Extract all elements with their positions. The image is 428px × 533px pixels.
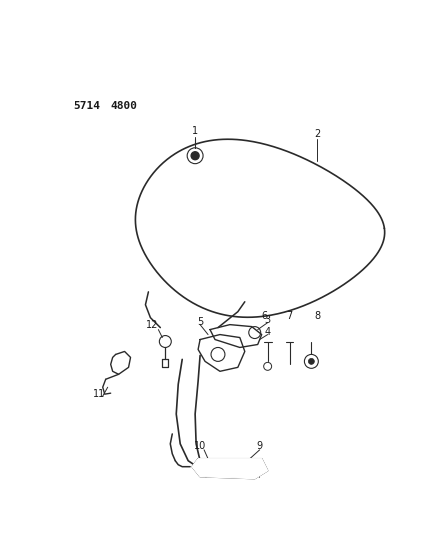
Text: 11: 11 [92,389,105,399]
Circle shape [309,358,314,365]
Text: 4800: 4800 [111,101,138,111]
Text: 1: 1 [192,126,198,136]
Circle shape [191,152,199,160]
Text: 10: 10 [194,441,206,451]
Polygon shape [192,459,268,479]
Text: 4: 4 [265,327,271,336]
Text: 8: 8 [314,311,321,321]
Text: 6: 6 [262,311,268,321]
Text: 9: 9 [257,441,263,451]
Text: 12: 12 [146,320,159,329]
Text: 2: 2 [314,129,321,139]
Text: 5714: 5714 [73,101,100,111]
Text: 7: 7 [286,311,293,321]
Text: 5: 5 [197,317,203,327]
Text: 3: 3 [265,314,271,325]
